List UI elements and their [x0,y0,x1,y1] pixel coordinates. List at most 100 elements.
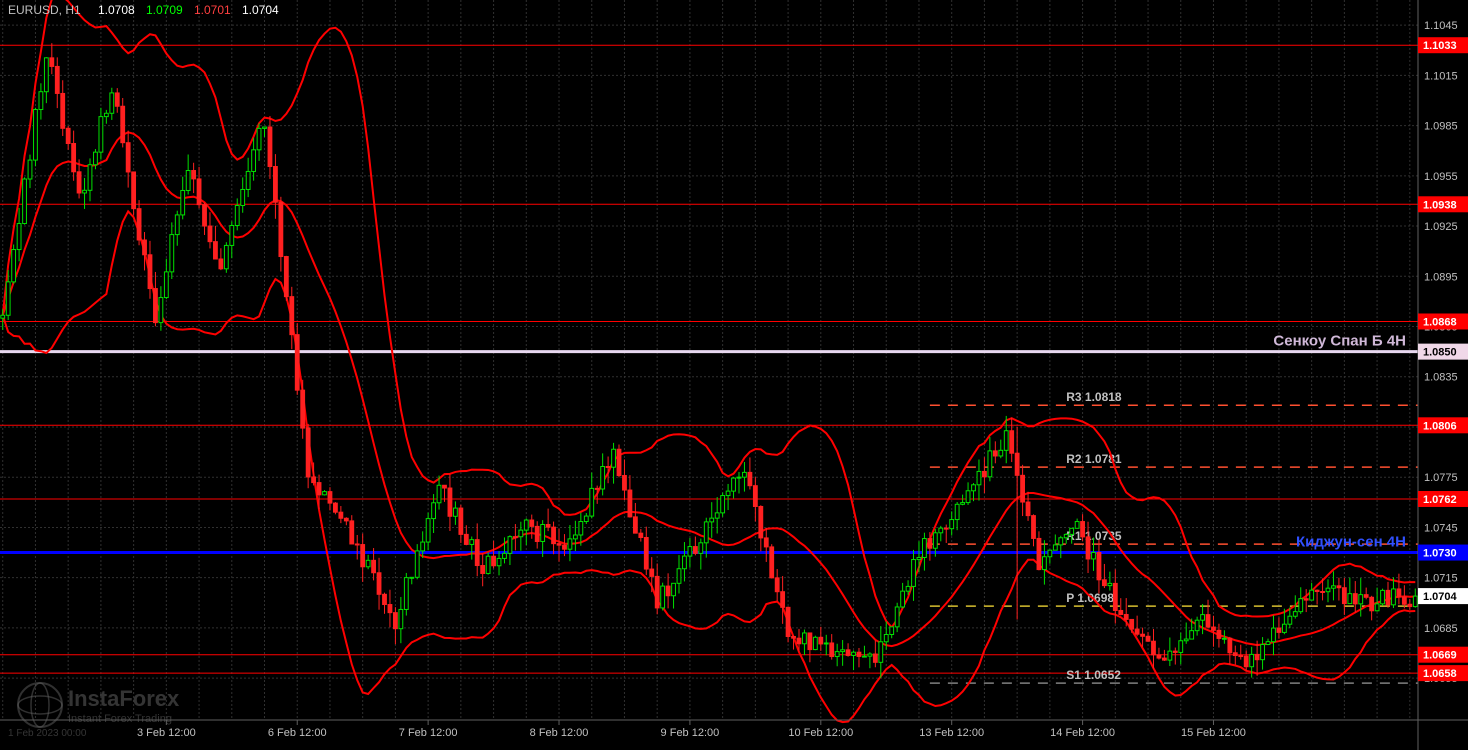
candle-body [1255,654,1259,659]
y-tick-label: 1.0985 [1424,121,1458,133]
x-tick-label: 14 Feb 12:00 [1050,727,1115,739]
candle-body [1348,594,1352,604]
candle-body [835,652,839,657]
pivot-label-R3: R3 1.0818 [1066,390,1122,404]
candle-body [295,335,299,391]
candle-body [1086,537,1090,559]
candle-body [1108,583,1112,585]
candle-body [519,530,523,537]
candle-body [1293,612,1297,617]
candle-body [175,215,179,235]
candle-body [88,165,92,191]
forex-chart: R3 1.0818R2 1.0781R1 1.0735P 1.0698S1 1.… [0,0,1468,750]
candle-body [1212,627,1216,630]
chart-symbol: EURUSD, H1 [8,3,81,17]
candle-body [1102,580,1106,586]
candle-body [1288,616,1292,624]
candle-body [1386,590,1390,604]
candle-body [759,506,763,537]
candle-body [17,224,21,250]
candle-body [481,566,485,574]
candle-body [541,525,545,542]
candle-body [284,257,288,297]
y-tick-label: 1.1045 [1424,20,1458,32]
x-tick-label: 10 Feb 12:00 [788,727,853,739]
candle-body [1342,588,1346,604]
candle-body [1353,594,1357,604]
candle-body [633,517,637,533]
candle-body [6,282,10,315]
watermark-corner: 1 Feb 2023 00:00 [8,728,87,739]
candle-body [655,576,659,607]
candle-body [661,586,665,608]
candle-body [274,167,278,203]
candle-body [1113,583,1117,610]
senkou-tag-text: 1.0850 [1423,347,1457,359]
candle-body [993,451,997,456]
candle-body [1070,528,1074,534]
candle-body [672,583,676,595]
candle-body [186,171,190,191]
candle-body [1299,599,1303,612]
candle-body [257,128,261,149]
candle-body [644,537,648,569]
candle-body [1064,534,1068,537]
candle-body [137,209,141,240]
candle-body [126,143,130,172]
candle-body [132,172,136,209]
candle-body [726,491,730,495]
candle-body [950,520,954,529]
candle-body [873,654,877,662]
candle-body [28,160,32,179]
candle-body [1413,596,1417,606]
candle-body [77,172,81,193]
candle-body [443,485,447,488]
candle-body [1217,630,1221,638]
candle-body [350,521,354,544]
candle-body [650,569,654,576]
x-tick-label: 3 Feb 12:00 [137,727,196,739]
candle-body [732,478,736,491]
candle-body [121,106,125,142]
candle-body [606,467,610,468]
candle-body [339,512,343,518]
candle-body [1032,516,1036,539]
candle-body [923,539,927,558]
candle-body [546,525,550,528]
candle-body [312,477,316,483]
candle-body [453,508,457,516]
candle-body [846,650,850,656]
candle-body [841,650,845,652]
candle-body [486,556,490,573]
candle-body [1026,502,1030,516]
level-1.0806-tag-text: 1.0806 [1423,420,1457,432]
candle-body [252,150,256,172]
candle-body [323,492,327,495]
candle-body [1233,653,1237,656]
candle-body [666,586,670,596]
candle-body [12,250,16,282]
candle-body [863,656,867,657]
candle-body [1364,595,1368,598]
candle-body [819,637,823,644]
candle-body [1130,619,1134,629]
candle-body [437,485,441,503]
candle-body [143,240,147,255]
candle-body [939,528,943,533]
candle-body [808,633,812,650]
candle-body [983,471,987,476]
candle-body [230,226,234,246]
level-1.1033-tag-text: 1.1033 [1423,40,1457,52]
candle-body [786,607,790,636]
candle-body [901,591,905,607]
candle-body [895,607,899,627]
candle-body [459,508,463,534]
candle-body [66,128,70,143]
candle-body [944,528,948,529]
ohlc-c: 1.0704 [242,3,279,17]
pivot-label-R1: R1 1.0735 [1066,529,1122,543]
candle-body [181,190,185,214]
candle-body [224,245,228,268]
candle-body [1397,589,1401,597]
candle-body [699,543,703,554]
